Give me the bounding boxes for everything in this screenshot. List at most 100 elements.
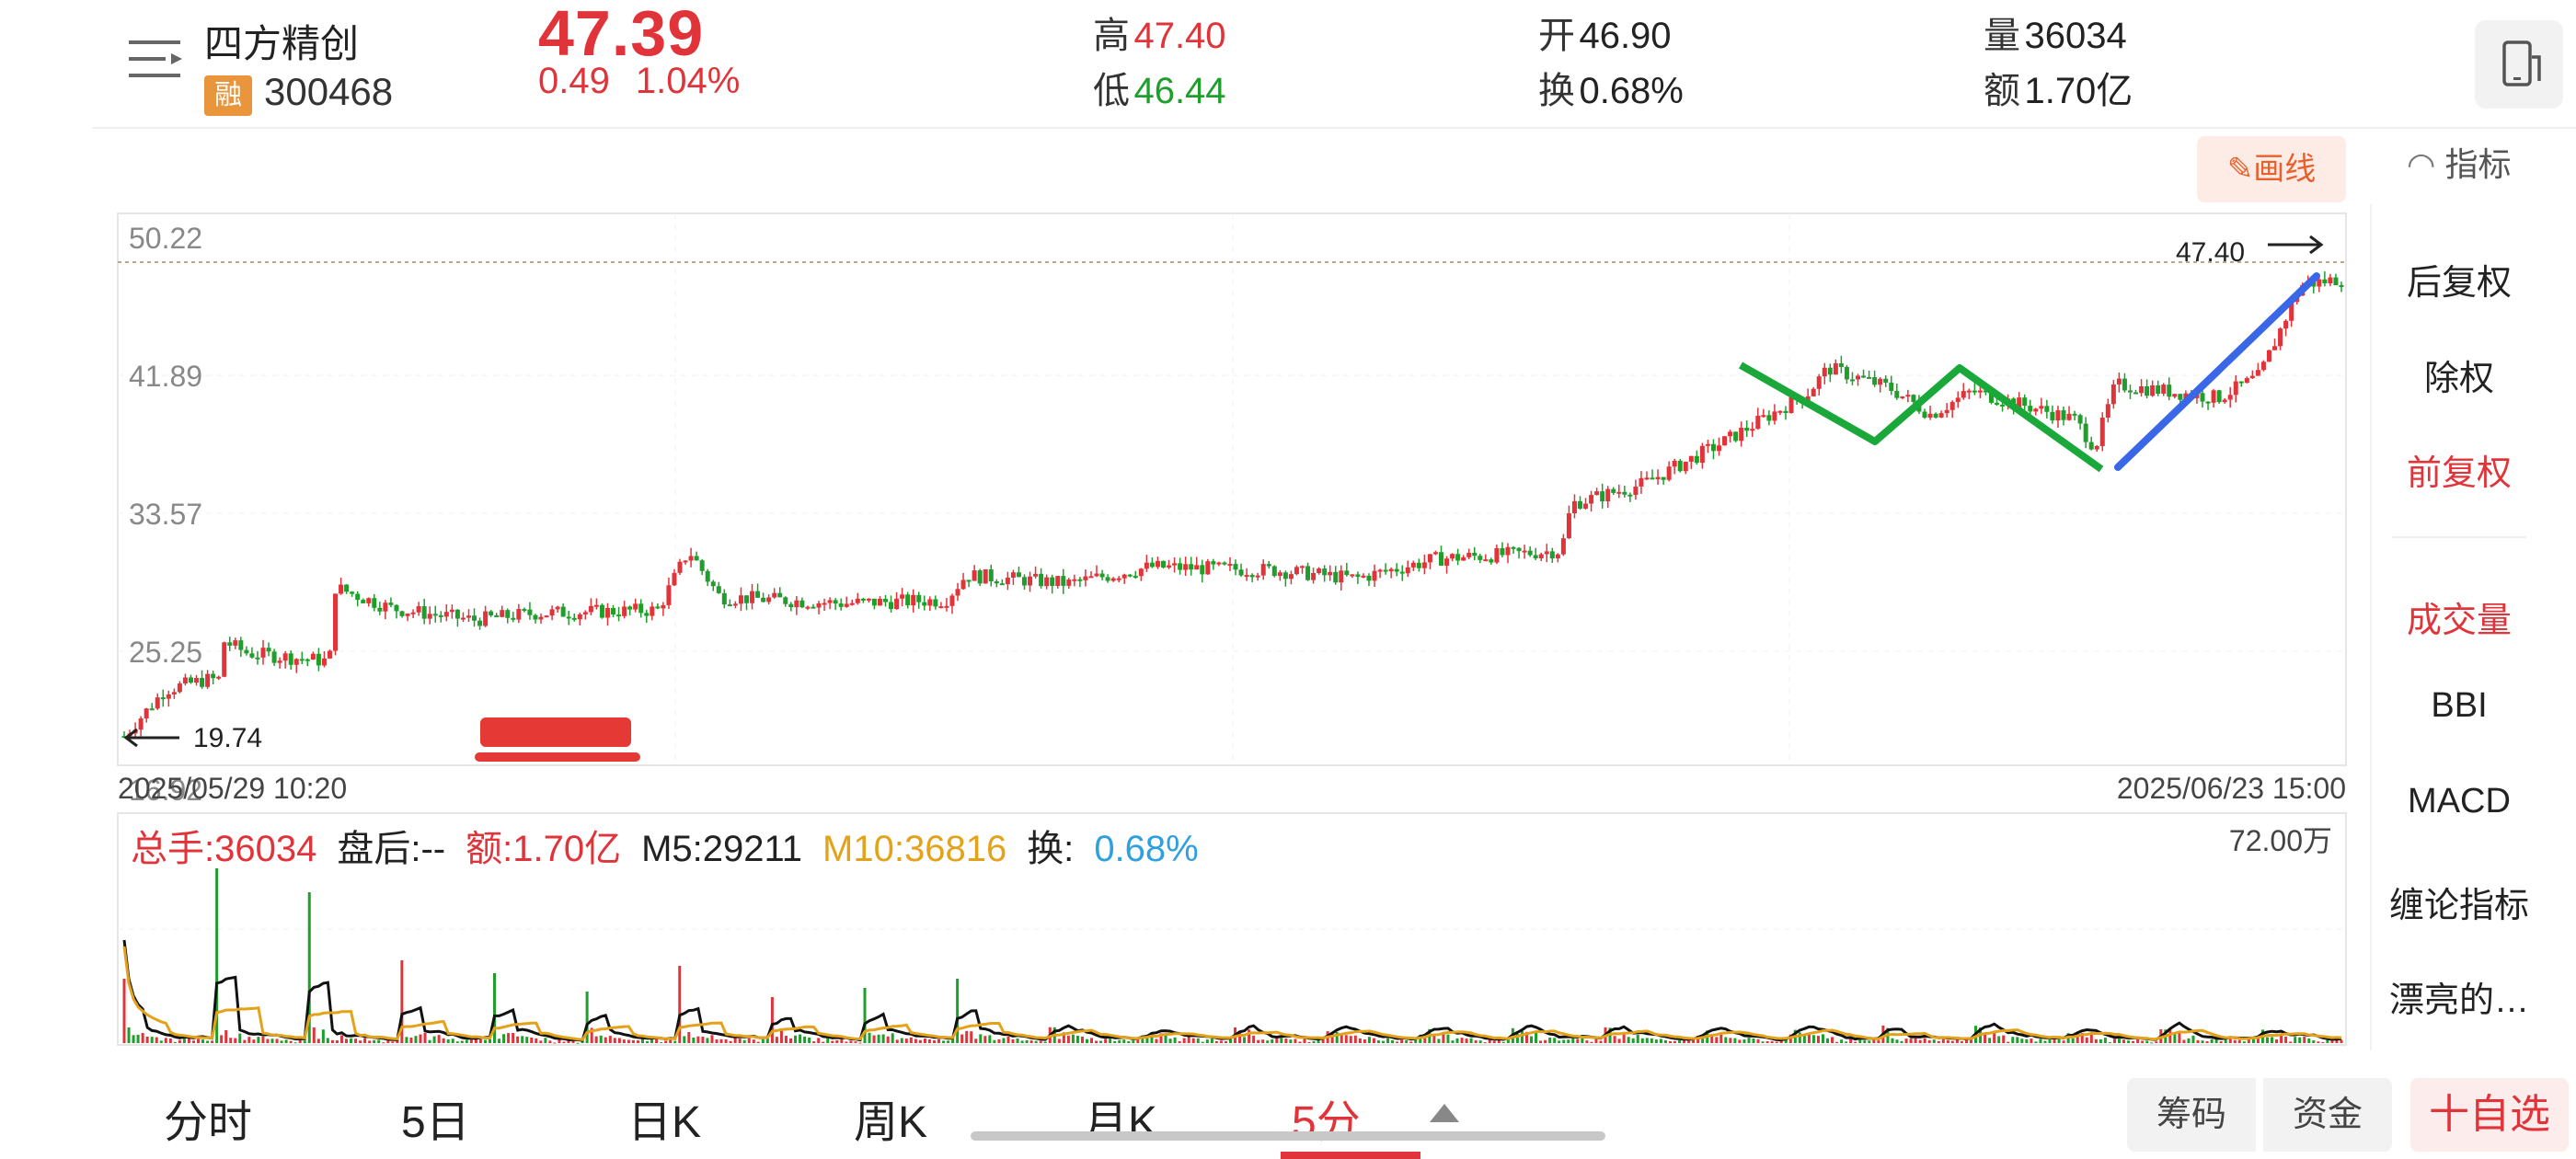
volume-bar: [442, 1038, 445, 1043]
volume-m5: M5:29211: [641, 829, 803, 869]
volume-bar: [2076, 1031, 2079, 1043]
volume-bar: [191, 1040, 195, 1043]
candle-body: [1600, 491, 1605, 502]
y-tick-label: 41.89: [129, 360, 202, 393]
rp-volume[interactable]: 成交量: [2406, 602, 2512, 640]
candle-body: [1183, 564, 1189, 570]
rp-forward-adjust[interactable]: 前复权: [2406, 454, 2512, 493]
volume-bar: [1969, 1039, 1972, 1043]
volume-bar: [1599, 1040, 1603, 1043]
candle-body: [1966, 390, 1972, 393]
candle-body: [833, 600, 838, 604]
volume-bar: [164, 1038, 167, 1043]
volume-bar: [808, 1037, 811, 1043]
candle-body: [394, 604, 399, 612]
rp-bbi[interactable]: BBI: [2431, 686, 2488, 725]
candle-body: [1489, 559, 1494, 563]
candle-body: [1294, 567, 1299, 575]
volume-bar: [673, 1040, 677, 1043]
fund-flow-button[interactable]: 资金: [2263, 1078, 2392, 1152]
candle-body: [2222, 399, 2227, 403]
candle-body: [1750, 429, 1755, 431]
tab-scrollbar[interactable]: [971, 1131, 1605, 1141]
volume-bar: [359, 1040, 362, 1043]
volume-bar: [1029, 1040, 1033, 1043]
candle-body: [877, 599, 882, 606]
candle-body: [194, 678, 200, 683]
rp-custom-indicator[interactable]: 漂亮的…: [2388, 981, 2529, 1020]
candle-body: [1827, 367, 1833, 375]
candle-body: [305, 659, 310, 661]
candle-body: [472, 615, 477, 621]
rp-chan-indicator[interactable]: 缠论指标: [2388, 887, 2529, 925]
volume-bar: [280, 1040, 283, 1043]
candle-body: [182, 677, 188, 684]
candle-body: [399, 611, 405, 616]
candle-body: [366, 598, 372, 603]
candle-body: [1227, 564, 1233, 567]
candle-body: [1822, 367, 1827, 377]
volume-bar: [1909, 1039, 1913, 1043]
candle-body: [994, 580, 999, 584]
volume-bar: [2237, 1039, 2241, 1043]
volume-bar: [1349, 1036, 1352, 1043]
volume-bar: [2187, 1038, 2191, 1043]
volume-bar: [423, 1032, 427, 1043]
menu-icon[interactable]: [129, 37, 184, 88]
tab-intraday[interactable]: 分时: [164, 1098, 253, 1147]
volume-bar: [1821, 1034, 1824, 1043]
indicator-header[interactable]: ◠ 指标: [2407, 138, 2511, 186]
candle-body: [1110, 578, 1116, 581]
candle-body: [2133, 392, 2139, 395]
candle-body: [666, 585, 672, 605]
candle-body: [2211, 390, 2216, 403]
candle-body: [443, 612, 449, 617]
candle-body: [1377, 569, 1383, 572]
caret-up-icon[interactable]: [1428, 1102, 1461, 1124]
candle-body: [1983, 390, 1988, 393]
candle-body: [1288, 574, 1294, 580]
candle-body: [1639, 477, 1644, 487]
volume-bar: [1835, 1041, 1839, 1043]
candle-body: [960, 580, 966, 590]
candle-body: [1366, 575, 1372, 581]
volume-bar: [858, 1042, 862, 1044]
rp-macd[interactable]: MACD: [2408, 782, 2511, 820]
volume-bar: [1132, 1040, 1135, 1043]
candle-body: [216, 676, 222, 679]
volume-bar: [220, 1035, 224, 1043]
candle-body: [627, 606, 633, 610]
candle-body: [1155, 560, 1160, 568]
candle-body: [1178, 563, 1183, 570]
rp-ex-rights[interactable]: 除权: [2423, 360, 2494, 398]
rp-back-adjust[interactable]: 后复权: [2406, 264, 2512, 303]
add-favorite-button[interactable]: 十自选: [2410, 1078, 2569, 1152]
tab-daily-k[interactable]: 日K: [627, 1098, 702, 1147]
candle-body: [138, 718, 144, 730]
volume-bar: [779, 1030, 783, 1043]
landscape-toggle-button[interactable]: [2475, 20, 2563, 109]
tab-weekly-k[interactable]: 周K: [854, 1098, 928, 1147]
volume-bar: [122, 979, 126, 1043]
candle-body: [544, 615, 549, 618]
candle-body: [927, 599, 933, 606]
volume-bar: [187, 1038, 190, 1043]
candle-body: [972, 570, 977, 581]
volume-bar: [1011, 1039, 1015, 1043]
volume-bar: [400, 960, 404, 1043]
candle-body: [327, 650, 332, 659]
volume-bar: [1955, 1039, 1959, 1043]
volume-bar: [2048, 1039, 2052, 1043]
volume-bar: [1775, 1041, 1778, 1043]
candle-body: [527, 609, 533, 615]
candle-body: [1516, 547, 1522, 552]
candle-body: [1328, 571, 1333, 576]
candle-body: [710, 581, 716, 587]
candle-body: [1694, 455, 1699, 464]
tab-5day[interactable]: 5日: [401, 1098, 470, 1147]
volume-bar: [1090, 1038, 1094, 1043]
draw-line-button[interactable]: ✎画线: [2197, 136, 2346, 202]
chip-distribution-button[interactable]: 筹码: [2127, 1078, 2256, 1152]
candle-body: [2039, 406, 2044, 409]
